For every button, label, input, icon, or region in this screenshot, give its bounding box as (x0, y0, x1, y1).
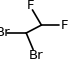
Text: Br: Br (29, 49, 43, 62)
Text: Br: Br (0, 27, 10, 39)
Text: F: F (27, 0, 34, 12)
Text: F: F (60, 19, 68, 32)
